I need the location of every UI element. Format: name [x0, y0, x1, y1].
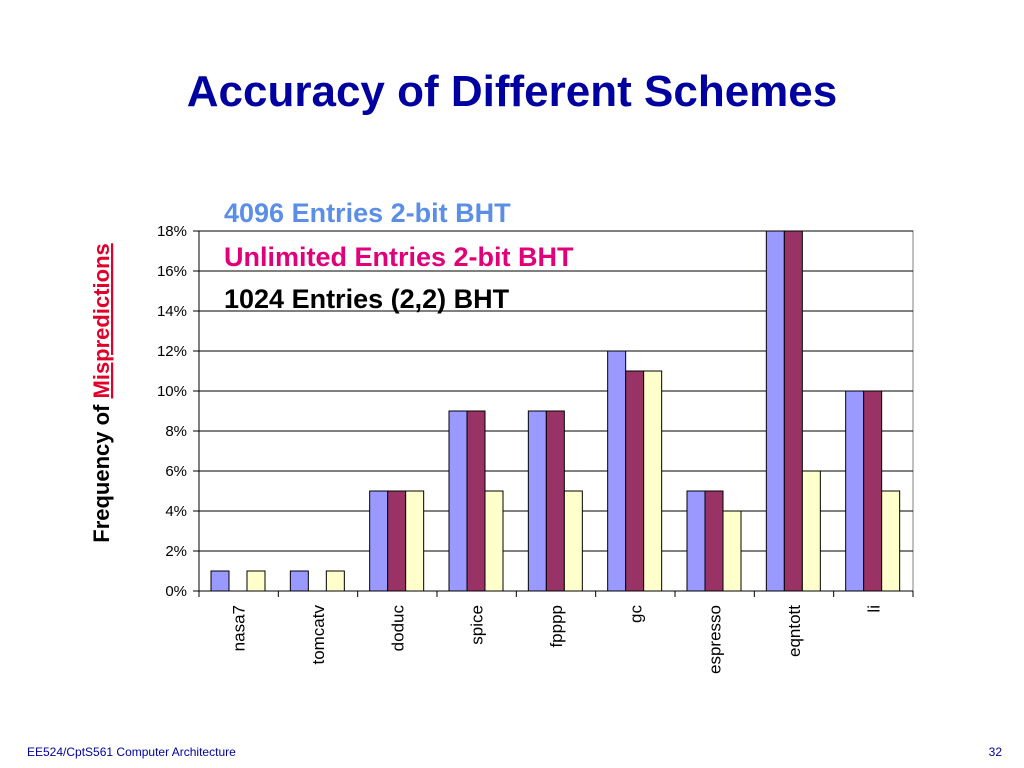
bar — [484, 490, 504, 592]
x-tick-label: nasa7 — [230, 605, 249, 651]
x-tick-label: espresso — [706, 605, 725, 674]
bar — [527, 410, 547, 592]
bar — [369, 490, 389, 592]
x-tick-label: spice — [468, 605, 487, 645]
bar — [325, 570, 345, 592]
y-tick-label: 8% — [165, 423, 187, 440]
bar — [643, 370, 663, 592]
bar — [545, 410, 565, 592]
bar — [801, 470, 821, 592]
y-tick-label: 4% — [165, 503, 187, 520]
bar — [783, 230, 803, 592]
x-tick-label: gc — [626, 605, 645, 623]
bar — [722, 510, 742, 592]
bar — [765, 230, 785, 592]
bar — [448, 410, 468, 592]
legend-entry: Unlimited Entries 2-bit BHT — [224, 242, 574, 272]
bar — [246, 570, 266, 592]
x-tick-label: eqntott — [785, 605, 804, 657]
bar — [881, 490, 901, 592]
bar — [466, 410, 486, 592]
footer-course: EE524/CptS561 Computer Architecture — [27, 745, 236, 759]
x-tick-label: doduc — [388, 605, 407, 652]
bar — [563, 490, 583, 592]
y-tick-label: 18% — [157, 223, 187, 240]
bar — [863, 390, 883, 592]
bar — [289, 570, 309, 592]
page-number: 32 — [988, 745, 1002, 759]
bar — [845, 390, 865, 592]
bar — [704, 490, 724, 592]
bar — [625, 370, 645, 592]
bar — [607, 350, 627, 592]
slide-title: Accuracy of Different Schemes — [186, 67, 838, 116]
y-tick-label: 2% — [165, 543, 187, 560]
y-axis-label: Frequency of Mispredictions — [89, 243, 114, 543]
bar — [686, 490, 706, 592]
y-tick-label: 0% — [165, 583, 187, 600]
x-tick-label: li — [864, 605, 883, 613]
y-tick-label: 14% — [157, 303, 187, 320]
legend-entry: 1024 Entries (2,2) BHT — [224, 284, 510, 314]
bar — [210, 570, 230, 592]
y-tick-label: 16% — [157, 263, 187, 280]
bar — [405, 490, 425, 592]
x-tick-label: fpppp — [547, 605, 566, 648]
bar — [387, 490, 407, 592]
y-tick-label: 10% — [157, 383, 187, 400]
y-tick-label: 6% — [165, 463, 187, 480]
y-tick-label: 12% — [157, 343, 187, 360]
legend-entry: 4096 Entries 2-bit BHT — [224, 198, 511, 228]
x-tick-label: tomcatv — [309, 605, 328, 665]
